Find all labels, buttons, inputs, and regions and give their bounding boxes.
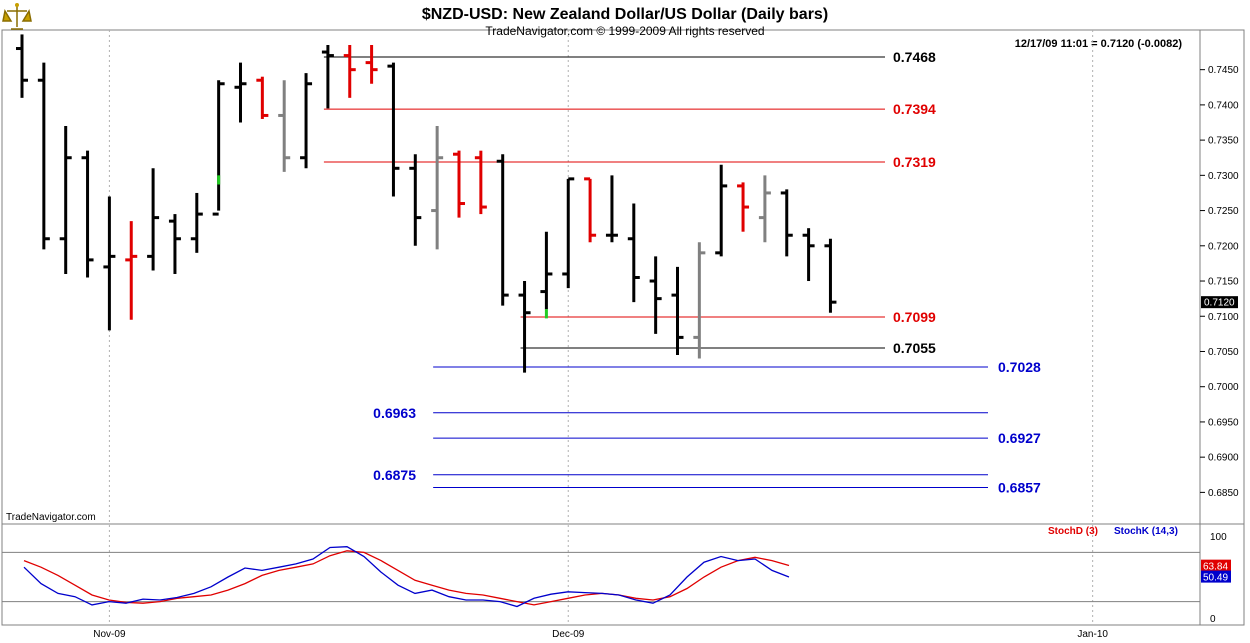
ohlc-bar bbox=[343, 45, 356, 98]
x-tick-label: Nov-09 bbox=[93, 629, 126, 640]
stoch-last-box bbox=[1201, 570, 1231, 583]
y-tick-label: 0.6950 bbox=[1208, 417, 1239, 428]
y-tick-label: 0.7450 bbox=[1208, 65, 1239, 76]
ohlc-bar bbox=[212, 80, 225, 216]
level-label: 0.6857 bbox=[998, 479, 1041, 495]
ohlc-bar bbox=[540, 231, 553, 319]
ohlc-bar bbox=[802, 228, 815, 282]
ohlc-bar bbox=[409, 154, 422, 246]
ohlc-bar bbox=[365, 45, 378, 84]
ohlc-bar bbox=[649, 256, 662, 334]
ohlc-bar bbox=[518, 281, 531, 373]
stoch-y-tick-label: 100 bbox=[1210, 532, 1227, 543]
price-axis: 0.7450 0.7400 0.7350 0.7300 0.7250 0.7200 0.71… bbox=[1200, 65, 1239, 499]
quote-readout: 12/17/09 11:01 = 0.7120 (-0.0082) bbox=[1015, 38, 1183, 50]
ohlc-bar bbox=[16, 34, 28, 98]
level-label: 0.7319 bbox=[893, 154, 936, 170]
y-tick-label: 0.7200 bbox=[1208, 241, 1239, 252]
ohlc-bar bbox=[81, 150, 94, 278]
ohlc-bar bbox=[671, 266, 684, 355]
time-axis: Nov-09 Dec-09 Jan-10 bbox=[93, 629, 1108, 640]
ohlc-bar bbox=[605, 175, 618, 243]
stoch-y-tick-label: 0 bbox=[1210, 614, 1216, 625]
price-bars bbox=[16, 34, 837, 373]
x-tick-label: Dec-09 bbox=[552, 629, 585, 640]
y-tick-label: 0.7100 bbox=[1208, 312, 1239, 323]
price-levels: 0.7468 0.7394 0.7319 0.7099 0.7055 0.7028 0.69… bbox=[323, 49, 1041, 495]
stoch-last-label: 63.84 bbox=[1203, 562, 1228, 573]
stochastic-panel: 100 0 StochD (3) 63.84 StochK (14,3) 50.49 bbox=[2, 526, 1231, 625]
y-tick-label: 0.7150 bbox=[1208, 277, 1239, 288]
ohlc-bar bbox=[168, 214, 181, 274]
stoch-legend-label: StochD (3) bbox=[1048, 526, 1098, 537]
ohlc-bar bbox=[824, 238, 837, 313]
y-tick-label: 0.7350 bbox=[1208, 136, 1239, 147]
level-label: 0.7099 bbox=[893, 309, 936, 325]
ohlc-bar bbox=[474, 150, 487, 215]
ohlc-bar bbox=[562, 177, 575, 289]
ohlc-bar bbox=[37, 62, 50, 250]
level-label: 0.7468 bbox=[893, 49, 936, 65]
y-tick-label: 0.7300 bbox=[1208, 171, 1239, 182]
y-tick-label: 0.7250 bbox=[1208, 206, 1239, 217]
y-tick-label: 0.6900 bbox=[1208, 453, 1239, 464]
ohlc-bar bbox=[693, 242, 706, 359]
level-label: 0.7394 bbox=[893, 101, 936, 117]
scales-icon bbox=[2, 3, 32, 30]
ohlc-bar bbox=[758, 175, 771, 243]
stoch-panel-frame bbox=[1, 523, 1245, 626]
level-label: 0.6927 bbox=[998, 430, 1041, 446]
stoch-last-label: 50.49 bbox=[1203, 573, 1228, 584]
x-tick-label: Jan-10 bbox=[1077, 629, 1108, 640]
level-label: 0.7055 bbox=[893, 340, 936, 356]
y-tick-label: 0.7000 bbox=[1208, 382, 1239, 393]
ohlc-bar bbox=[431, 126, 444, 250]
ohlc-bar bbox=[256, 76, 269, 119]
level-label: 0.7028 bbox=[998, 359, 1041, 375]
ohlc-bar bbox=[125, 221, 138, 320]
price-panel-frame bbox=[1, 29, 1245, 525]
ohlc-bar bbox=[496, 154, 509, 306]
grid bbox=[108, 30, 1094, 625]
ohlc-bar bbox=[321, 45, 334, 109]
ohlc-bar bbox=[103, 196, 116, 331]
ohlc-bar bbox=[278, 80, 291, 172]
ohlc-bar bbox=[737, 182, 750, 232]
level-label: 0.6875 bbox=[373, 467, 416, 483]
chart-subtitle: TradeNavigator.com © 1999-2009 All right… bbox=[485, 24, 764, 38]
watermark: TradeNavigator.com bbox=[6, 512, 96, 523]
ohlc-bar bbox=[300, 73, 313, 169]
stoch-legend-label: StochK (14,3) bbox=[1114, 526, 1178, 537]
ohlc-bar bbox=[584, 177, 597, 243]
ohlc-bar bbox=[147, 168, 160, 271]
stoch-series-line bbox=[23, 550, 790, 606]
y-tick-label: 0.7400 bbox=[1208, 100, 1239, 111]
ohlc-bar bbox=[59, 126, 72, 274]
ohlc-bar bbox=[780, 189, 793, 257]
ohlc-bar bbox=[387, 62, 400, 197]
last-price-box bbox=[1201, 296, 1238, 309]
level-label: 0.6963 bbox=[373, 405, 416, 421]
chart-title: $NZD-USD: New Zealand Dollar/US Dollar (… bbox=[422, 6, 828, 23]
stoch-series-line bbox=[23, 546, 790, 608]
ohlc-bar bbox=[627, 203, 640, 303]
y-tick-label: 0.6850 bbox=[1208, 488, 1239, 499]
y-tick-label: 0.7050 bbox=[1208, 347, 1239, 358]
ohlc-bar bbox=[234, 62, 247, 123]
ohlc-bar bbox=[715, 164, 728, 257]
stoch-last-box bbox=[1201, 559, 1231, 572]
ohlc-bar bbox=[190, 192, 203, 253]
ohlc-bar bbox=[453, 150, 465, 218]
last-price-label: 0.7120 bbox=[1204, 298, 1235, 309]
